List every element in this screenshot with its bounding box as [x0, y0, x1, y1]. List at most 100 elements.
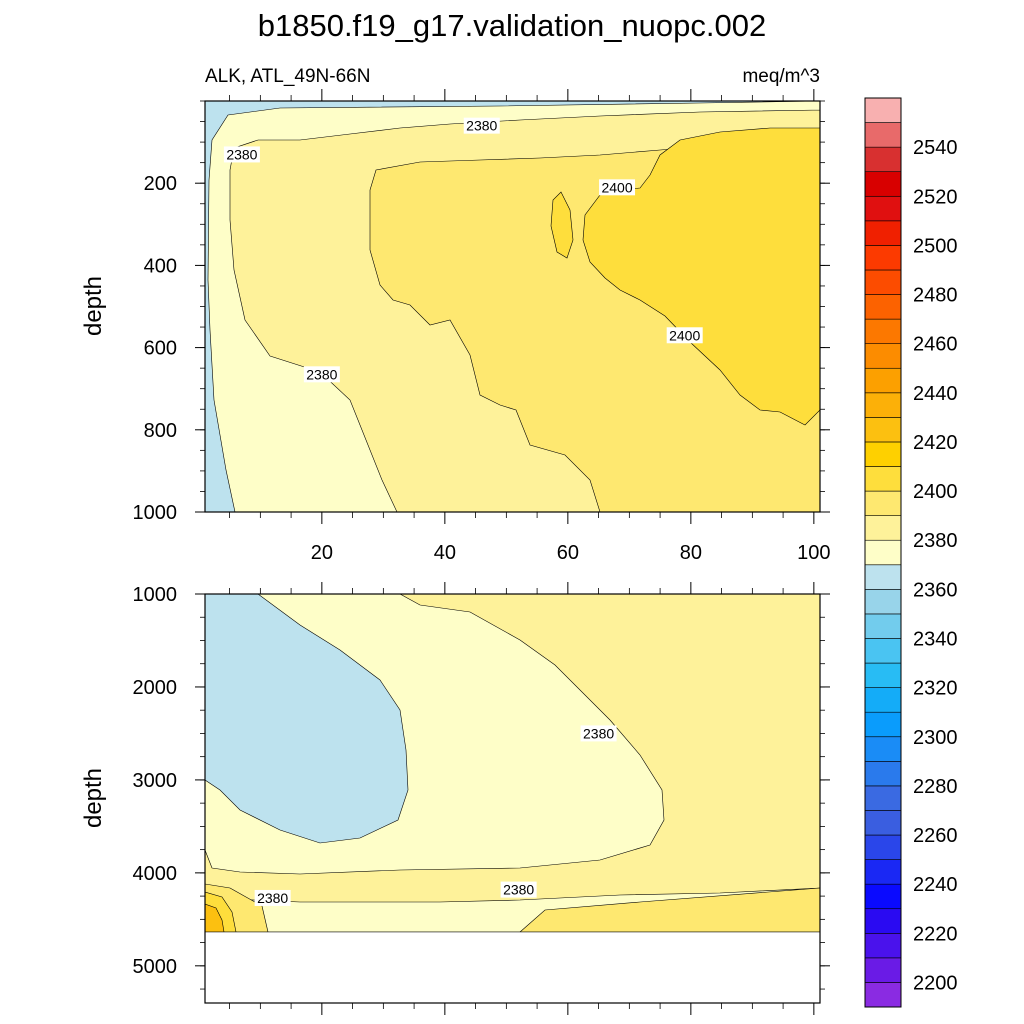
- colorbar-swatch: [864, 195, 902, 222]
- y-tick-label: 200: [144, 173, 177, 195]
- colorbar-swatch: [864, 711, 902, 738]
- top-ylabel: depth: [80, 276, 107, 336]
- colorbar-swatch: [864, 515, 902, 541]
- colorbar-label: 2260: [913, 825, 958, 847]
- colorbar-swatch: [864, 589, 902, 615]
- bottom-band-2360: [205, 594, 409, 844]
- bottom-frame: [204, 593, 821, 1004]
- colorbar-swatch: [864, 97, 902, 123]
- bottom-panel: [205, 594, 820, 1003]
- colorbar-swatch: [864, 957, 902, 983]
- contour-label-bg: [599, 179, 636, 196]
- colorbar-label: 2240: [913, 874, 958, 896]
- variable-label: ALK, ATL_49N-66N: [205, 66, 370, 87]
- contour-label: 2380: [306, 366, 337, 382]
- colorbar-swatch: [864, 638, 902, 664]
- x-tick-label: 60: [557, 542, 579, 564]
- colorbar-label: 2360: [913, 579, 958, 601]
- contour-label-bg: [303, 366, 340, 383]
- colorbar-swatch: [864, 490, 902, 516]
- x-tick-label: 40: [434, 542, 456, 564]
- colorbar-swatch: [864, 392, 902, 418]
- colorbar-label: 2380: [913, 530, 958, 552]
- bottom-missing-region: [205, 932, 820, 1003]
- y-tick-label: 5000: [133, 956, 178, 978]
- colorbar-label: 2460: [913, 334, 958, 356]
- colorbar-swatch: [864, 564, 902, 590]
- colorbar: 2200 2220 2240 2260 2280 2300 2320 2340 2360 2380…: [864, 97, 958, 1008]
- top-ticks: 200 400 600 800 1000 20 40 60 80 100: [133, 89, 831, 564]
- colorbar-swatch: [864, 318, 902, 344]
- contour-label-bg: [666, 327, 703, 344]
- colorbar-label: 2320: [913, 678, 958, 700]
- colorbar-label: 2300: [913, 727, 958, 749]
- y-tick-label: 800: [144, 420, 177, 442]
- colorbar-swatch: [864, 662, 902, 688]
- bottom-band-2410: [205, 903, 225, 933]
- colorbar-label: 2500: [913, 235, 958, 257]
- colorbar-label: 2480: [913, 285, 958, 307]
- colorbar-swatch: [864, 146, 902, 173]
- colorbar-label: 2200: [913, 972, 958, 994]
- colorbar-label: 2540: [913, 137, 958, 159]
- contour-label: 2400: [601, 179, 632, 195]
- colorbar-swatch: [864, 466, 902, 492]
- contour-label-bg: [223, 146, 260, 163]
- colorbar-label: 2280: [913, 776, 958, 798]
- y-tick-label: 600: [144, 338, 177, 360]
- top-band-2400-small: [550, 191, 574, 259]
- y-tick-label: 400: [144, 255, 177, 277]
- colorbar-swatch: [864, 736, 902, 762]
- colorbar-swatch: [864, 122, 902, 148]
- colorbar-swatch: [864, 834, 902, 860]
- x-tick-label: 80: [680, 542, 702, 564]
- colorbar-swatch: [864, 294, 902, 320]
- colorbar-label: 2220: [913, 923, 958, 945]
- colorbar-swatch: [864, 441, 902, 467]
- colorbar-swatch: [864, 539, 902, 566]
- colorbar-label: 2520: [913, 186, 958, 208]
- colorbar-swatch: [864, 687, 902, 713]
- colorbar-swatch: [864, 859, 902, 885]
- contour-label-bg: [254, 889, 291, 906]
- contour-label: 2380: [257, 890, 288, 906]
- top-contour-labels: 2380 2380 2400 2400 2380: [223, 117, 703, 383]
- colorbar-swatch: [864, 613, 902, 639]
- colorbar-swatch: [864, 982, 902, 1008]
- x-tick-label: 100: [797, 542, 830, 564]
- colorbar-swatch: [864, 220, 902, 246]
- chart-title: b1850.f19_g17.validation_nuopc.002: [258, 8, 767, 43]
- y-tick-label: 3000: [133, 770, 178, 792]
- colorbar-swatch: [864, 932, 902, 959]
- contour-label-bg: [580, 725, 617, 742]
- bottom-contour-labels: 2380 2380 2380: [254, 725, 617, 906]
- top-band-2400: [582, 127, 820, 426]
- top-panel: [205, 101, 820, 512]
- colorbar-label: 2400: [913, 481, 958, 503]
- y-tick-label: 2000: [133, 677, 178, 699]
- contour-label: 2380: [583, 725, 614, 741]
- y-tick-label: 4000: [133, 863, 178, 885]
- colorbar-swatch: [864, 883, 902, 910]
- colorbar-swatch: [864, 785, 902, 811]
- bottom-ticks: 1000 2000 3000 4000 5000: [133, 582, 830, 1015]
- colorbar-label: 2440: [913, 383, 958, 405]
- x-tick-label: 20: [311, 542, 333, 564]
- colorbar-swatch: [864, 761, 902, 787]
- y-tick-label: 1000: [133, 502, 178, 524]
- colorbar-swatch: [864, 245, 902, 271]
- bottom-ylabel: depth: [80, 768, 107, 828]
- contour-label: 2380: [226, 146, 257, 162]
- colorbar-swatch: [864, 908, 902, 934]
- colorbar-swatch: [864, 367, 902, 394]
- colorbar-frame: [864, 97, 902, 1008]
- colorbar-swatch: [864, 810, 902, 836]
- contour-label: 2380: [466, 118, 497, 134]
- colorbar-swatch: [864, 171, 902, 197]
- colorbar-swatch: [864, 343, 902, 369]
- contour-label-bg: [500, 881, 537, 898]
- colorbar-label: 2340: [913, 628, 958, 650]
- colorbar-swatch: [864, 417, 902, 443]
- contour-label: 2380: [503, 882, 534, 898]
